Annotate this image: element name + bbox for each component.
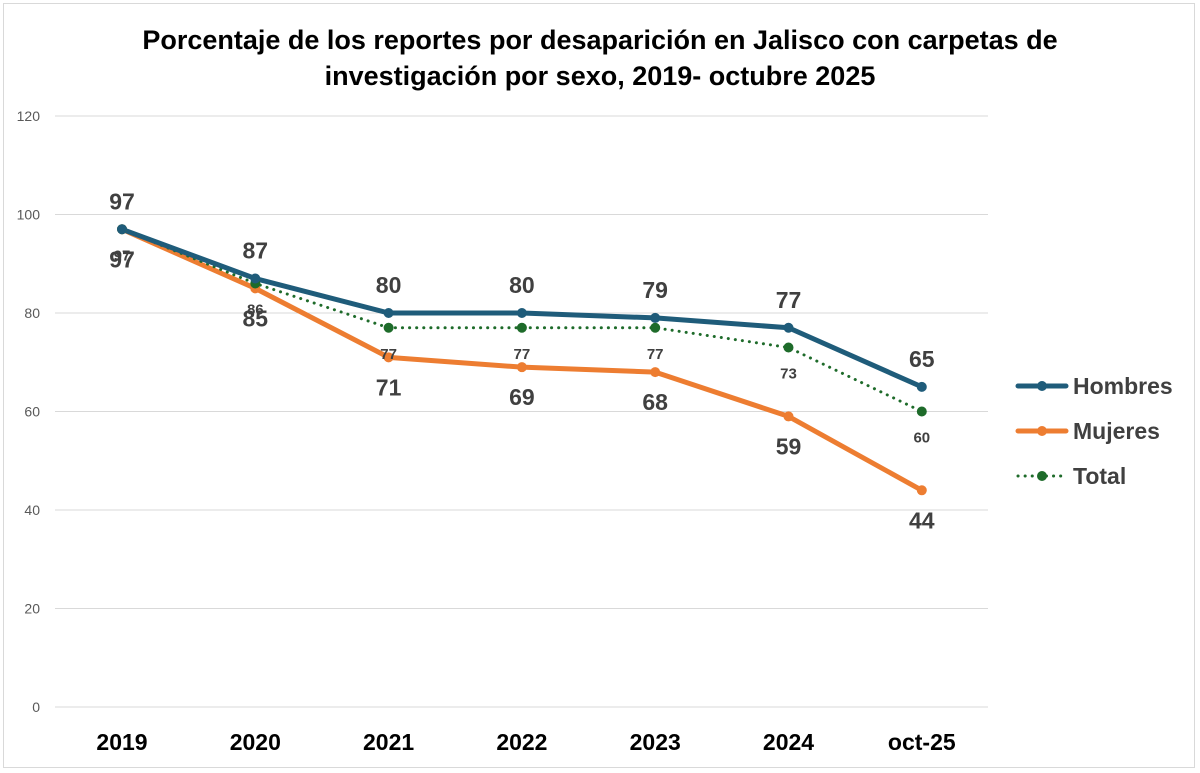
legend-label: Hombres [1073, 373, 1173, 399]
data-label-mujeres: 71 [376, 374, 402, 400]
data-label-hombres: 65 [909, 346, 935, 372]
chart-title-line-2: investigación por sexo, 2019- octubre 20… [324, 61, 876, 91]
data-point-hombres [783, 322, 794, 333]
series-points [117, 224, 927, 496]
x-axis: 2019 2020 2021 2022 2023 2024 oct-25 [96, 729, 955, 755]
x-tick-label: oct-25 [888, 729, 956, 755]
data-point-mujeres [516, 362, 527, 373]
data-label-mujeres: 59 [776, 433, 802, 459]
y-tick-label: 80 [24, 305, 40, 321]
data-label-hombres: 87 [243, 238, 269, 264]
data-label-total: 77 [647, 346, 664, 363]
y-tick-label: 100 [17, 207, 41, 223]
data-point-total [383, 322, 394, 333]
data-point-hombres [383, 308, 394, 318]
legend: Hombres Mujeres Total [1015, 373, 1173, 489]
data-label-mujeres: 68 [642, 389, 668, 415]
x-tick-label: 2019 [96, 729, 147, 755]
data-label-hombres: 97 [109, 188, 135, 214]
y-tick-label: 20 [24, 601, 40, 617]
legend-item-mujeres: Mujeres [1015, 418, 1160, 444]
y-tick-label: 0 [32, 699, 40, 715]
legend-swatch-marker [1037, 426, 1047, 436]
x-tick-label: 2022 [496, 729, 547, 755]
x-tick-label: 2023 [630, 729, 681, 755]
x-tick-label: 2020 [230, 729, 281, 755]
legend-item-total: Total [1016, 463, 1126, 489]
legend-swatch-marker [1037, 471, 1047, 481]
chart-frame [3, 3, 1195, 768]
data-point-total [650, 322, 661, 333]
data-point-total [916, 406, 927, 417]
legend-label: Mujeres [1073, 418, 1160, 444]
data-point-hombres [250, 273, 261, 284]
data-point-hombres [650, 312, 661, 323]
data-point-total [516, 322, 527, 333]
gridlines [55, 115, 988, 708]
data-point-mujeres [650, 367, 661, 378]
data-point-hombres [916, 381, 927, 392]
data-label-hombres: 77 [776, 287, 802, 313]
data-label-mujeres: 85 [243, 305, 269, 331]
x-tick-label: 2024 [763, 729, 814, 755]
legend-item-hombres: Hombres [1015, 373, 1173, 399]
data-label-mujeres: 44 [909, 507, 935, 533]
data-point-mujeres [916, 485, 927, 496]
x-tick-label: 2021 [363, 729, 414, 755]
data-label-total: 77 [380, 346, 397, 363]
y-tick-label: 60 [24, 404, 40, 420]
data-label-hombres: 80 [509, 272, 535, 298]
y-tick-label: 120 [17, 108, 41, 124]
y-axis: 0 20 40 60 80 100 120 [17, 108, 41, 715]
data-label-total: 86 [247, 301, 264, 318]
data-point-mujeres [383, 352, 394, 363]
legend-label: Total [1073, 463, 1126, 489]
data-label-total: 77 [514, 346, 531, 363]
data-label-total: 73 [780, 365, 797, 382]
chart-title: Porcentaje de los reportes por desaparic… [0, 22, 1200, 94]
data-point-hombres [516, 308, 527, 318]
data-point-mujeres [783, 411, 794, 422]
data-point-total [783, 342, 794, 353]
data-label-total: 97 [114, 247, 131, 264]
chart-title-line-1: Porcentaje de los reportes por desaparic… [142, 25, 1058, 55]
data-label-mujeres: 97 [109, 246, 135, 272]
data-point-hombres [117, 224, 127, 235]
data-label-hombres: 80 [376, 272, 402, 298]
y-tick-label: 40 [24, 502, 40, 518]
data-label-total: 60 [913, 430, 930, 447]
legend-swatch-marker [1037, 381, 1047, 391]
data-label-hombres: 79 [642, 277, 668, 303]
data-label-mujeres: 69 [509, 384, 535, 410]
